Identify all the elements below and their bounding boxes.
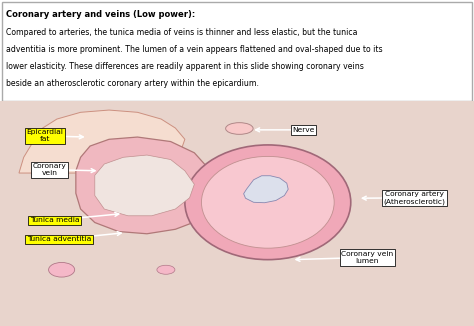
- Text: Coronary
vein: Coronary vein: [33, 163, 67, 176]
- Text: Tunica adventitia: Tunica adventitia: [27, 236, 91, 243]
- Text: Coronary artery and veins (Low power):: Coronary artery and veins (Low power):: [6, 10, 195, 19]
- Text: Epicardial
fat: Epicardial fat: [27, 129, 64, 142]
- Text: Coronary vein
lumen: Coronary vein lumen: [341, 251, 393, 264]
- Text: Compared to arteries, the tunica media of veins is thinner and less elastic, but: Compared to arteries, the tunica media o…: [6, 28, 357, 37]
- Text: adventitia is more prominent. The lumen of a vein appears flattened and oval-sha: adventitia is more prominent. The lumen …: [6, 45, 383, 54]
- Polygon shape: [76, 137, 218, 234]
- Polygon shape: [19, 110, 185, 173]
- Text: lower elasticity. These differences are readily apparent in this slide showing c: lower elasticity. These differences are …: [6, 62, 364, 71]
- Text: Tunica media: Tunica media: [30, 217, 79, 223]
- Ellipse shape: [226, 123, 253, 134]
- Text: Nerve: Nerve: [292, 127, 315, 133]
- FancyBboxPatch shape: [2, 2, 472, 101]
- Ellipse shape: [185, 145, 351, 259]
- Polygon shape: [244, 176, 288, 203]
- Ellipse shape: [157, 265, 175, 274]
- Text: beside an atherosclerotic coronary artery within the epicardium.: beside an atherosclerotic coronary arter…: [6, 79, 259, 88]
- Polygon shape: [95, 155, 194, 216]
- Ellipse shape: [49, 262, 75, 277]
- Text: Coronary artery
(Atherosclerotic): Coronary artery (Atherosclerotic): [384, 191, 446, 204]
- Ellipse shape: [201, 156, 334, 248]
